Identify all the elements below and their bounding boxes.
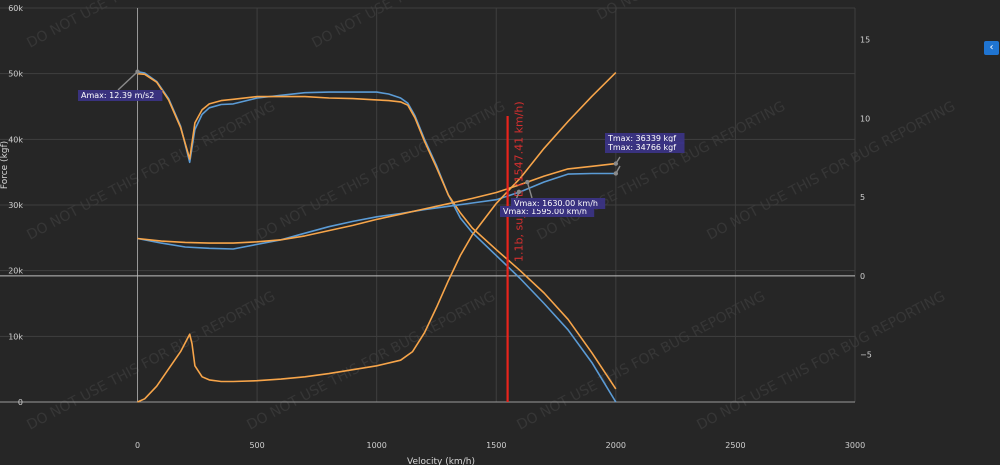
y-tick-label: 30k [8, 201, 23, 210]
x-tick-label: 2000 [606, 441, 626, 450]
x-tick-label: 0 [135, 441, 140, 450]
watermark-text: DO NOT USE THIS FOR BUG REPORTING [24, 98, 278, 243]
y-tick-label: 10k [8, 332, 23, 341]
annotation-label: Tmax: 34766 kgf [607, 143, 676, 152]
annotation-box [605, 133, 685, 144]
annotation-box [500, 206, 595, 217]
annotation-arrowhead [516, 189, 522, 195]
y-tick-label: 20k [8, 267, 23, 276]
y2-tick-label: 0 [860, 272, 865, 281]
annotation-arrowhead [613, 161, 619, 166]
watermark-text: DO NOT USE THIS FOR BUG REPORTING [244, 288, 498, 433]
annotation-arrowhead [613, 171, 619, 176]
grid [0, 7, 856, 403]
annotation-box [511, 198, 606, 209]
annotation-box [605, 142, 685, 153]
x-tick-label: 1000 [366, 441, 386, 450]
annotation-arrow [117, 71, 138, 91]
y-axis-title: Force (kgf) [0, 141, 10, 189]
annotation-arrowhead [525, 179, 530, 185]
x-tick-label: 1500 [486, 441, 506, 450]
annotation-label: Amax: 12.39 m/s2 [81, 91, 154, 100]
y-tick-label: 0 [18, 398, 23, 407]
y-tick-label: 60k [8, 4, 23, 13]
collapse-chevron-button[interactable]: ‹ [984, 41, 999, 55]
series-line-5 [137, 72, 617, 403]
x-axis-title: Velocity (km/h) [407, 457, 475, 465]
series-line-3 [137, 172, 616, 250]
y2-tick-label: 5 [860, 193, 865, 202]
y2-tick-label: 10 [860, 114, 870, 123]
series-layer [137, 70, 617, 403]
annotation-arrowhead [135, 69, 140, 74]
y-tick-label: 40k [8, 135, 23, 144]
vertical-marker-label: 1.1b, su_..NE (1547.41 km/h) [513, 101, 526, 262]
x-tick-label: 2500 [725, 441, 745, 450]
series-line-2 [137, 72, 617, 390]
x-tick-label: 500 [249, 441, 264, 450]
vertical-marker-layer: 1.1b, su_..NE (1547.41 km/h) [506, 101, 526, 402]
x-tick-label: 3000 [845, 441, 865, 450]
tick-labels: 0 500 1000 1500 2000 2500 3000 0 10k 20k 30k 40k 50k… [8, 4, 872, 450]
annotation-arrow [526, 181, 533, 199]
series-line-4 [137, 162, 616, 244]
annotation-label: Vmax: 1595.00 km/h [503, 207, 587, 216]
watermark-text: DO NOT USE THIS FOR BUG REPORTING [594, 0, 848, 24]
annotation-label: Tmax: 36339 kgf [607, 134, 676, 143]
annotation-box [78, 90, 163, 101]
annotation-label: Vmax: 1630.00 km/h [514, 199, 598, 208]
watermark-text: DO NOT USE THIS FOR BUG REPORTING [254, 98, 508, 243]
y2-tick-label: −5 [860, 351, 872, 360]
watermark-text: DO NOT USE THIS FOR BUG REPORTING [24, 288, 278, 433]
y-tick-label: 50k [8, 70, 23, 79]
y2-tick-label: 15 [860, 36, 870, 45]
